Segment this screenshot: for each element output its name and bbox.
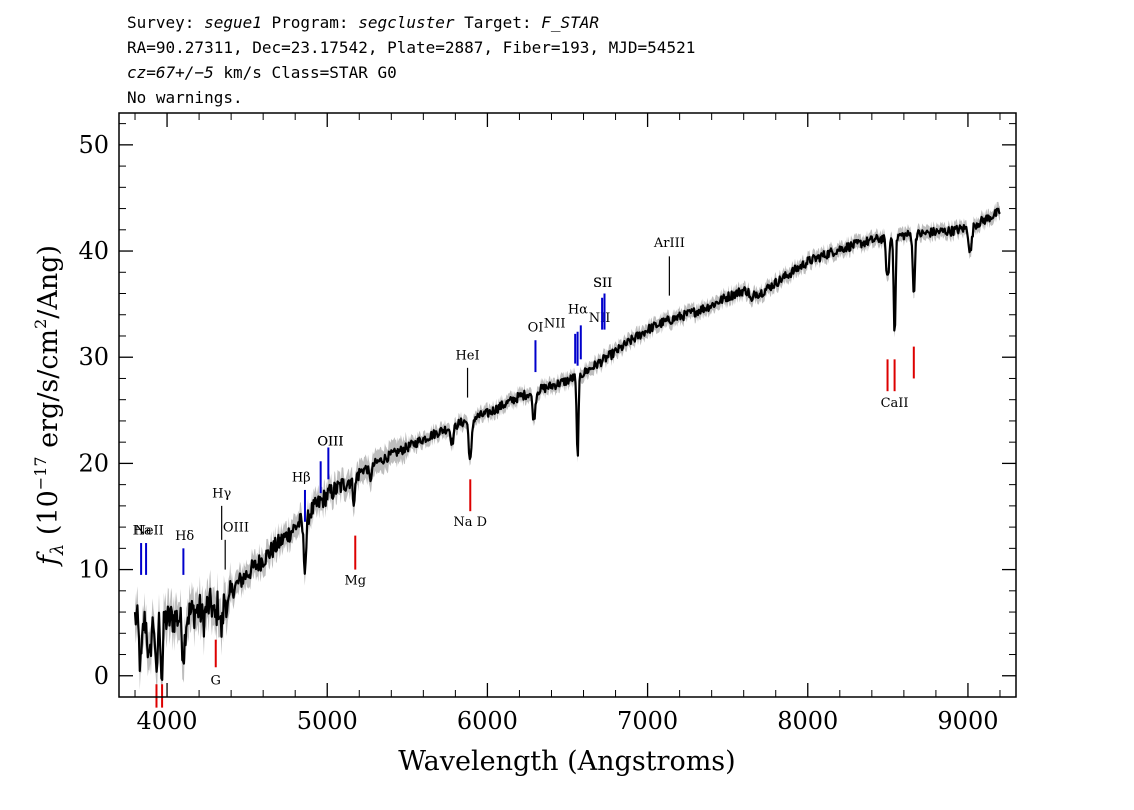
header-line-3: cz=67+/−5 km/s Class=STAR G0	[127, 63, 397, 83]
line-label-8: HeI	[455, 348, 479, 363]
line-label-20: Na D	[453, 515, 487, 530]
y-tick-label-3: 30	[78, 343, 109, 371]
line-label-3: Hγ	[212, 486, 231, 501]
x-tick-label-4: 8000	[777, 707, 838, 735]
line-label-21: CaII	[881, 396, 909, 411]
redshift-value: cz=67+/−5	[127, 63, 214, 82]
y-label-f: f	[33, 551, 64, 567]
y-label-exp2: 2	[31, 319, 50, 329]
target-value: F_STAR	[541, 13, 600, 32]
header-line-1: Survey: segue1 Program: segcluster Targe…	[127, 13, 599, 33]
line-label-0: NeII	[134, 524, 163, 539]
y-tick-label-5: 50	[78, 131, 109, 159]
program-label: Program:	[261, 13, 359, 32]
survey-label: Survey:	[127, 13, 205, 32]
program-value: segcluster	[358, 13, 455, 32]
target-label: Target:	[454, 13, 542, 32]
y-label-c: /Ang)	[33, 245, 64, 319]
line-label-4: OIII	[223, 520, 249, 535]
error-band	[135, 201, 1000, 699]
header-line-2: RA=90.27311, Dec=23.17542, Plate=2887, F…	[127, 38, 696, 57]
line-label-19: Mg	[344, 573, 366, 588]
x-tick-label-3: 7000	[617, 707, 678, 735]
y-tick-label-2: 20	[78, 449, 109, 477]
tick-layer: 4000 5000 6000 7000 8000 9000 0 10 20 30 40 50	[78, 113, 1016, 735]
header-line-4: No warnings.	[127, 88, 243, 107]
y-tick-label-1: 10	[78, 556, 109, 584]
x-tick-label-5: 9000	[937, 707, 998, 735]
x-tick-label-2: 6000	[457, 707, 518, 735]
survey-value: segue1	[204, 13, 262, 32]
flux-layer	[133, 207, 1001, 681]
line-label-6: OIII	[317, 434, 343, 449]
x-tick-label-1: 5000	[297, 707, 358, 735]
x-axis-label: Wavelength (Angstroms)	[398, 746, 735, 777]
y-label-a: (10	[33, 490, 64, 543]
y-label-exp1: −17	[31, 456, 50, 490]
line-label-13: SII	[593, 276, 612, 291]
x-tick-label-0: 4000	[137, 707, 198, 735]
error-band-layer	[135, 201, 1000, 699]
line-label-7: OIII	[317, 434, 343, 449]
flux-series-line	[133, 207, 1001, 681]
line-label-1: Ha	[133, 524, 152, 539]
line-label-12: NII	[589, 311, 611, 326]
line-label-14: SII	[593, 276, 612, 291]
line-label-16: G	[211, 673, 221, 688]
line-label-11: Hα	[568, 303, 588, 318]
class-text: km/s Class=STAR G0	[213, 63, 397, 82]
y-axis-label: fλ (10−17 erg/s/cm2/Ang)	[31, 245, 68, 567]
line-label-5: Hβ	[292, 470, 311, 485]
y-tick-label-4: 40	[78, 237, 109, 265]
line-label-10: NII	[544, 316, 566, 331]
line-label-9: OI	[528, 321, 544, 336]
line-label-2: Hδ	[175, 529, 194, 544]
line-label-15: ArIII	[653, 236, 685, 251]
y-tick-label-0: 0	[94, 662, 109, 690]
plot-frame	[118, 112, 1017, 698]
y-label-b: erg/s/cm	[33, 329, 64, 457]
y-label-sub: λ	[47, 544, 68, 556]
